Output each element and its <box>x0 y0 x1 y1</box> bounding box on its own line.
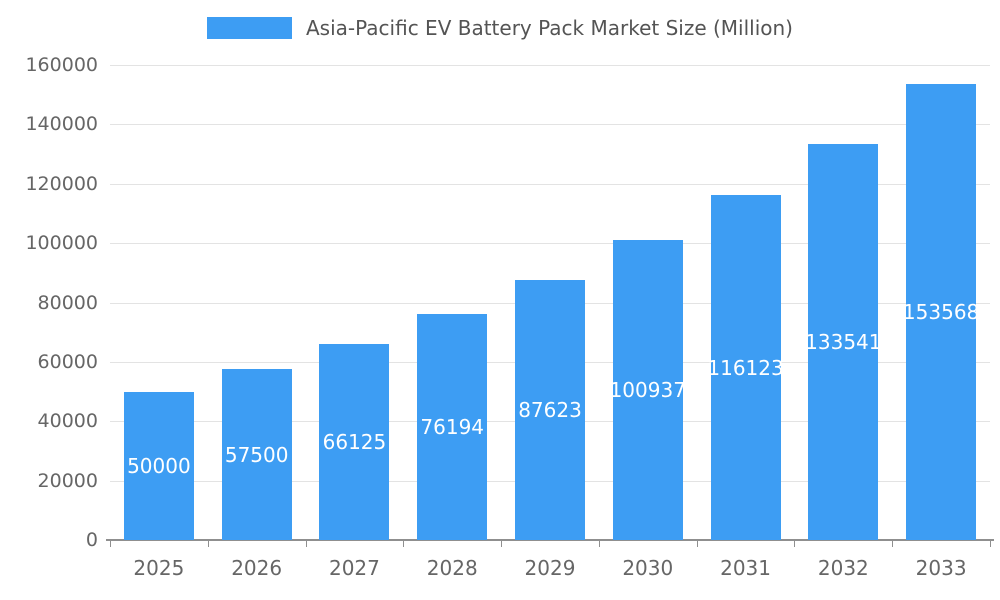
x-tick-label: 2033 <box>915 556 967 580</box>
bar-value-label: 66125 <box>322 429 387 454</box>
bar: 133541 <box>805 143 882 540</box>
x-axis-tick <box>403 540 405 547</box>
bar-value-label: 87623 <box>518 397 582 422</box>
x-tick-label: 2029 <box>524 556 576 580</box>
y-tick-label: 40000 <box>37 410 98 433</box>
x-axis-line <box>106 539 994 541</box>
x-tick-label: 2025 <box>133 556 185 580</box>
bar: 76194 <box>417 313 488 540</box>
gridline <box>110 65 990 66</box>
x-tick-label: 2028 <box>426 556 478 580</box>
x-tick-label: 2032 <box>817 556 869 580</box>
y-tick-label: 0 <box>85 529 98 551</box>
bar-value-label: 133541 <box>805 329 882 354</box>
bar-value-label: 50000 <box>127 453 191 478</box>
y-tick-label: 160000 <box>25 54 98 76</box>
bar: 116123 <box>707 195 784 540</box>
x-tick-label: 2026 <box>231 556 283 580</box>
bar: 57500 <box>221 369 292 540</box>
legend-label: Asia-Pacific EV Battery Pack Market Size… <box>306 16 793 40</box>
legend-swatch <box>207 17 292 39</box>
bar: 87623 <box>515 279 585 540</box>
y-tick-label: 120000 <box>25 172 98 195</box>
x-tick-label: 2027 <box>328 556 380 580</box>
bar: 50000 <box>123 391 194 540</box>
x-axis-tick <box>696 540 698 547</box>
bar: 100937 <box>609 240 686 540</box>
x-axis-tick <box>892 540 894 547</box>
bar-value-label: 100937 <box>609 378 686 403</box>
x-axis-tick <box>305 540 307 547</box>
x-tick-label: 2030 <box>622 556 674 580</box>
y-tick-label: 60000 <box>37 350 98 373</box>
x-axis-tick <box>501 540 503 547</box>
x-axis-tick <box>110 540 111 547</box>
bar-value-label: 57500 <box>224 442 289 467</box>
x-axis-tick <box>794 540 796 547</box>
gridline <box>110 183 990 185</box>
bar: 66125 <box>319 343 390 540</box>
y-tick-label: 20000 <box>37 469 98 492</box>
y-tick-label: 100000 <box>25 232 98 255</box>
x-axis-tick <box>598 540 600 547</box>
gridline <box>110 243 990 245</box>
y-tick-label: 80000 <box>37 291 98 314</box>
bar-value-label: 116123 <box>707 355 784 380</box>
x-axis-tick <box>990 540 991 547</box>
bar-value-label: 76194 <box>420 414 485 439</box>
x-axis-tick <box>207 540 209 547</box>
legend: Asia-Pacific EV Battery Pack Market Size… <box>0 16 1000 40</box>
y-tick-label: 140000 <box>25 113 98 136</box>
bar: 153568 <box>902 84 980 540</box>
bar-value-label: 153568 <box>902 300 980 325</box>
plot-area: 50000 57500 66125 76194 87623 100937 116123 133… <box>106 65 994 547</box>
gridline <box>110 124 990 126</box>
x-tick-label: 2031 <box>720 556 771 580</box>
